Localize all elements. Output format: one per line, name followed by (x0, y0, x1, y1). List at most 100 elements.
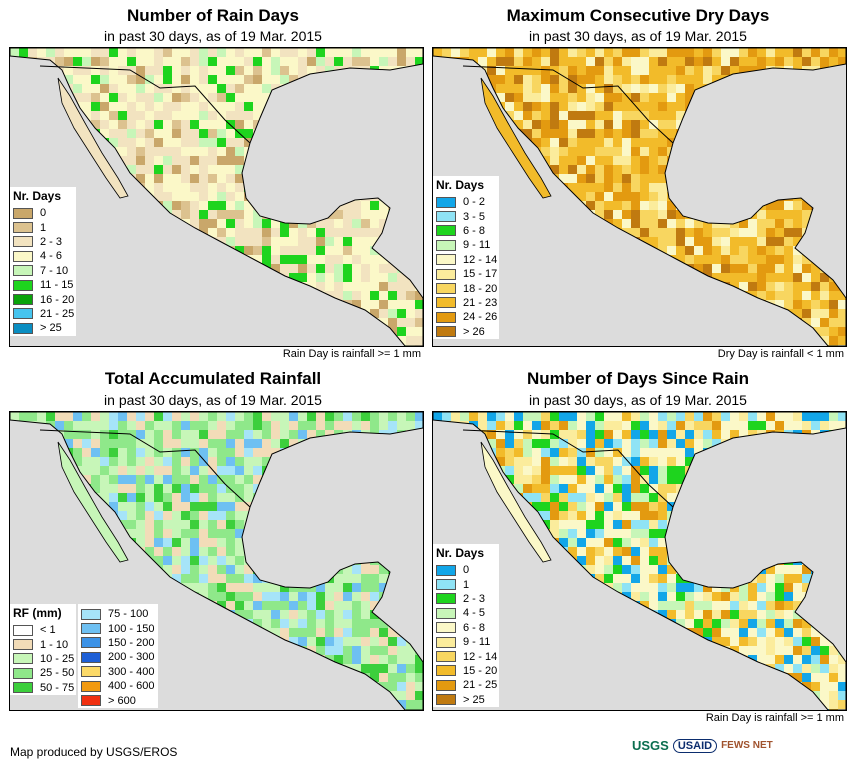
panel1-note: Rain Day is rainfall >= 1 mm (282, 348, 421, 360)
credit-text: Map produced by USGS/EROS (10, 745, 178, 759)
legend-title: Nr. Days (13, 189, 62, 203)
fews-net-logo: FEWS NET (721, 740, 773, 751)
logo-strip: USGS USAID FEWS NET (632, 738, 773, 753)
legend-label: 2 - 3 (463, 592, 486, 605)
legend-label: 1 (463, 578, 470, 591)
legend-label: 150 - 200 (108, 636, 155, 649)
panel3-title: Total Accumulated Rainfall (104, 369, 322, 388)
legend-label: 24 - 26 (463, 311, 498, 324)
legend-swatch (436, 622, 456, 634)
legend-item: 75 - 100 (78, 607, 158, 621)
legend-item: 10 - 25 (10, 652, 76, 666)
legend-label: 6 - 8 (463, 224, 486, 237)
legend-label: 6 - 8 (463, 621, 486, 634)
legend-item: 21 - 25 (433, 678, 499, 692)
legend-item: 15 - 17 (433, 267, 499, 281)
legend-label: 21 - 25 (40, 307, 75, 320)
legend-label: 200 - 300 (108, 651, 155, 664)
legend-label: > 26 (463, 325, 485, 338)
legend-item: 0 (433, 563, 499, 577)
panel2-title: Maximum Consecutive Dry Days (506, 6, 770, 25)
legend-item: 150 - 200 (78, 636, 158, 650)
legend-item: 0 - 2 (433, 195, 499, 209)
legend-item: > 600 (78, 693, 158, 707)
panel3-subtitle: in past 30 days, as of 19 Mar. 2015 (104, 392, 322, 408)
legend-item: > 26 (433, 325, 499, 339)
panel1-title: Number of Rain Days (127, 6, 299, 25)
legend-item: 1 (10, 220, 76, 234)
legend-label: 21 - 25 (463, 679, 498, 692)
legend-swatch (81, 623, 101, 635)
legend-swatch (13, 682, 33, 694)
legend-item: 12 - 14 (433, 649, 499, 663)
legend-swatch (436, 196, 456, 208)
legend-label: 0 (463, 564, 470, 577)
legend-label: 18 - 20 (463, 282, 498, 295)
legend-item: 16 - 20 (10, 292, 76, 306)
legend-swatch (436, 636, 456, 648)
legend-item: < 1 (10, 623, 76, 637)
legend-swatch (436, 694, 456, 706)
legend-swatch (13, 639, 33, 651)
legend-label: 4 - 5 (463, 607, 486, 620)
legend-label: 100 - 150 (108, 622, 155, 635)
legend-label: 300 - 400 (108, 665, 155, 678)
panel1-subtitle: in past 30 days, as of 19 Mar. 2015 (104, 28, 322, 44)
legend-swatch (13, 653, 33, 665)
legend-swatch (13, 279, 33, 291)
legend-swatch (13, 624, 33, 636)
legend-item: 11 - 15 (10, 278, 76, 292)
legend-item: 1 (433, 577, 499, 591)
legend-swatch (13, 294, 33, 306)
legend-item: 9 - 11 (433, 635, 499, 649)
legend-label: 9 - 11 (463, 239, 491, 252)
legend-label: 7 - 10 (40, 264, 69, 277)
legend-swatch (13, 207, 33, 219)
legend-label: < 1 (40, 624, 56, 637)
legend-label: 16 - 20 (40, 293, 75, 306)
legend-item: 1 - 10 (10, 637, 76, 651)
legend-item: 3 - 5 (433, 209, 499, 223)
panel2-subtitle: in past 30 days, as of 19 Mar. 2015 (529, 28, 747, 44)
legend-swatch (436, 311, 456, 323)
legend-item: 6 - 8 (433, 621, 499, 635)
legend-swatch (13, 250, 33, 262)
panel4-map (432, 411, 847, 711)
legend-swatch (436, 679, 456, 691)
map-graphic (433, 48, 846, 346)
legend-item: 24 - 26 (433, 310, 499, 324)
panel2-map (432, 47, 847, 347)
legend-label: > 600 (108, 694, 136, 707)
legend-label: 15 - 17 (463, 268, 498, 281)
legend-item: 100 - 150 (78, 621, 158, 635)
legend-item: 6 - 8 (433, 224, 499, 238)
legend-item: 7 - 10 (10, 264, 76, 278)
legend-label: 11 - 15 (40, 279, 74, 292)
legend-label: 12 - 14 (463, 650, 498, 663)
legend-swatch (13, 236, 33, 248)
legend-swatch (436, 268, 456, 280)
panel1-map (9, 47, 424, 347)
legend-swatch (81, 608, 101, 620)
legend-item: 9 - 11 (433, 238, 499, 252)
legend-swatch (13, 265, 33, 277)
legend-label: 2 - 3 (40, 235, 63, 248)
legend-swatch (81, 680, 101, 692)
legend-label: 9 - 11 (463, 636, 491, 649)
legend-swatch (436, 239, 456, 251)
legend-title: Nr. Days (436, 178, 485, 192)
legend-item: 21 - 25 (10, 307, 76, 321)
legend-label: 50 - 75 (40, 681, 75, 694)
legend-item: 300 - 400 (78, 665, 158, 679)
legend-item: > 25 (433, 693, 499, 707)
legend-label: 1 - 10 (40, 638, 69, 651)
legend-item: 15 - 20 (433, 664, 499, 678)
legend-swatch (436, 564, 456, 576)
usaid-logo: USAID (672, 738, 718, 753)
panel4-subtitle: in past 30 days, as of 19 Mar. 2015 (529, 392, 747, 408)
legend-swatch (436, 665, 456, 677)
legend-item: 4 - 5 (433, 606, 499, 620)
